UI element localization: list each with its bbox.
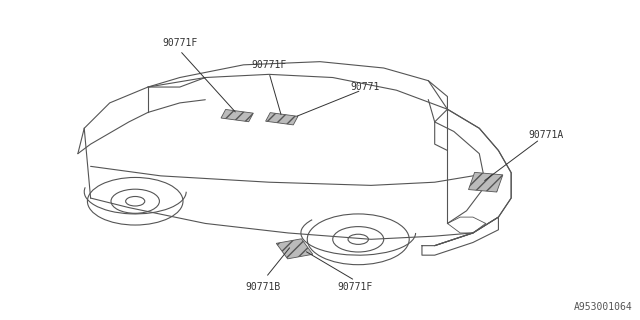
Bar	[221, 109, 253, 122]
Text: 90771B: 90771B	[245, 282, 280, 292]
Text: 90771F: 90771F	[162, 38, 197, 48]
Text: 90771A: 90771A	[529, 130, 564, 140]
Text: 90771F: 90771F	[252, 60, 287, 70]
Text: A953001064: A953001064	[573, 302, 632, 312]
Text: 90771F: 90771F	[337, 282, 372, 292]
Bar	[266, 113, 298, 125]
Bar	[276, 239, 313, 259]
Bar	[468, 172, 503, 192]
Text: 90771: 90771	[350, 82, 380, 92]
